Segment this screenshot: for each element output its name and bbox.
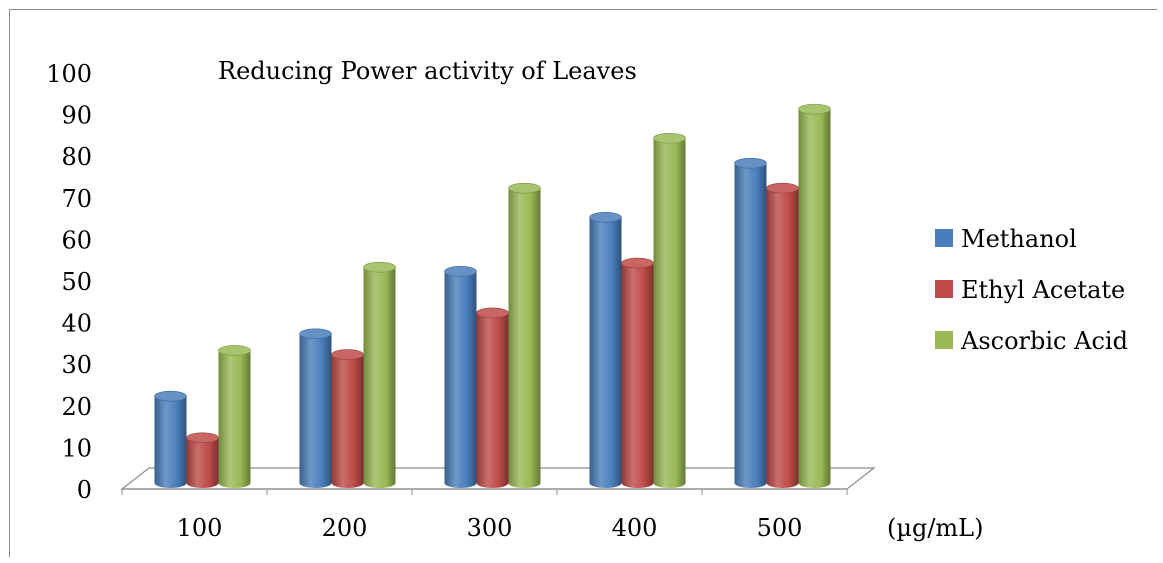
bar-top bbox=[621, 257, 654, 269]
bar bbox=[186, 432, 219, 488]
bar bbox=[299, 328, 332, 488]
bar-body bbox=[621, 263, 654, 488]
legend-label: Ethyl Acetate bbox=[961, 276, 1125, 304]
y-tick-label: 60 bbox=[61, 226, 92, 254]
bar-top bbox=[186, 432, 219, 444]
bar-body bbox=[186, 437, 219, 488]
bar-top bbox=[653, 132, 686, 144]
legend-item: Ethyl Acetate bbox=[935, 276, 1125, 304]
y-tick-label: 50 bbox=[61, 268, 92, 296]
bar-top bbox=[154, 390, 187, 402]
bar-body bbox=[589, 217, 622, 488]
bar-top bbox=[589, 211, 622, 223]
bar bbox=[444, 266, 477, 488]
bar-body bbox=[363, 267, 396, 488]
bar-body bbox=[766, 188, 799, 488]
x-tick-label: 300 bbox=[467, 514, 513, 542]
bar-top bbox=[766, 182, 799, 194]
bar bbox=[734, 157, 767, 488]
bar bbox=[363, 261, 396, 488]
bar-top bbox=[508, 182, 541, 194]
bar bbox=[476, 307, 509, 488]
legend: Methanol Ethyl Acetate Ascorbic Acid bbox=[935, 225, 1128, 355]
y-tick-label: 10 bbox=[61, 434, 92, 462]
bar-body bbox=[299, 333, 332, 488]
bar-body bbox=[154, 396, 187, 488]
bar bbox=[331, 349, 364, 488]
bar-body bbox=[218, 350, 251, 488]
legend-label: Methanol bbox=[961, 225, 1077, 253]
x-tick-label: 500 bbox=[757, 514, 803, 542]
chart-title: Reducing Power activity of Leaves bbox=[218, 57, 637, 85]
bar bbox=[589, 211, 622, 488]
legend-item: Methanol bbox=[935, 225, 1077, 253]
legend-label: Ascorbic Acid bbox=[960, 327, 1128, 355]
bar-top bbox=[476, 307, 509, 319]
legend-swatch bbox=[935, 229, 953, 247]
bar-body bbox=[476, 312, 509, 488]
bar-top bbox=[734, 157, 767, 169]
bar-top bbox=[444, 266, 477, 277]
bar-top bbox=[363, 261, 396, 273]
y-tick-label: 100 bbox=[46, 60, 92, 88]
bar-body bbox=[508, 188, 541, 488]
bars bbox=[154, 103, 831, 489]
x-axis-label: (µg/mL) bbox=[887, 514, 983, 542]
bar-body bbox=[798, 109, 831, 489]
bar bbox=[621, 257, 654, 488]
bar-top bbox=[331, 349, 364, 360]
y-tick-label: 20 bbox=[61, 393, 92, 421]
bar bbox=[508, 182, 541, 488]
y-tick-label: 30 bbox=[61, 351, 92, 379]
y-tick-label: 80 bbox=[61, 143, 92, 171]
bar-body bbox=[653, 138, 686, 489]
chart-frame bbox=[9, 9, 1157, 557]
bar-top bbox=[299, 328, 332, 340]
x-tick-label: 100 bbox=[177, 514, 223, 542]
bar bbox=[218, 345, 251, 488]
y-tick-label: 0 bbox=[77, 476, 92, 504]
y-tick-label: 90 bbox=[61, 102, 92, 130]
y-tick-label: 70 bbox=[61, 185, 92, 213]
y-tick-label: 40 bbox=[61, 310, 92, 338]
bar-top bbox=[798, 103, 831, 115]
bar-top bbox=[218, 345, 251, 356]
y-axis: 0 10 20 30 40 50 60 70 80 90 100 bbox=[46, 60, 92, 504]
bar bbox=[154, 390, 187, 488]
x-tick-label: 400 bbox=[612, 514, 658, 542]
x-tick-label: 200 bbox=[322, 514, 368, 542]
bar bbox=[798, 103, 831, 489]
bar-body bbox=[734, 163, 767, 488]
bar-body bbox=[444, 271, 477, 488]
bar-body bbox=[331, 354, 364, 488]
bar bbox=[766, 182, 799, 488]
legend-item: Ascorbic Acid bbox=[935, 327, 1128, 355]
legend-swatch bbox=[935, 280, 953, 298]
x-axis: 100 200 300 400 500 bbox=[121, 488, 848, 542]
bar bbox=[653, 132, 686, 489]
legend-swatch bbox=[935, 331, 953, 349]
